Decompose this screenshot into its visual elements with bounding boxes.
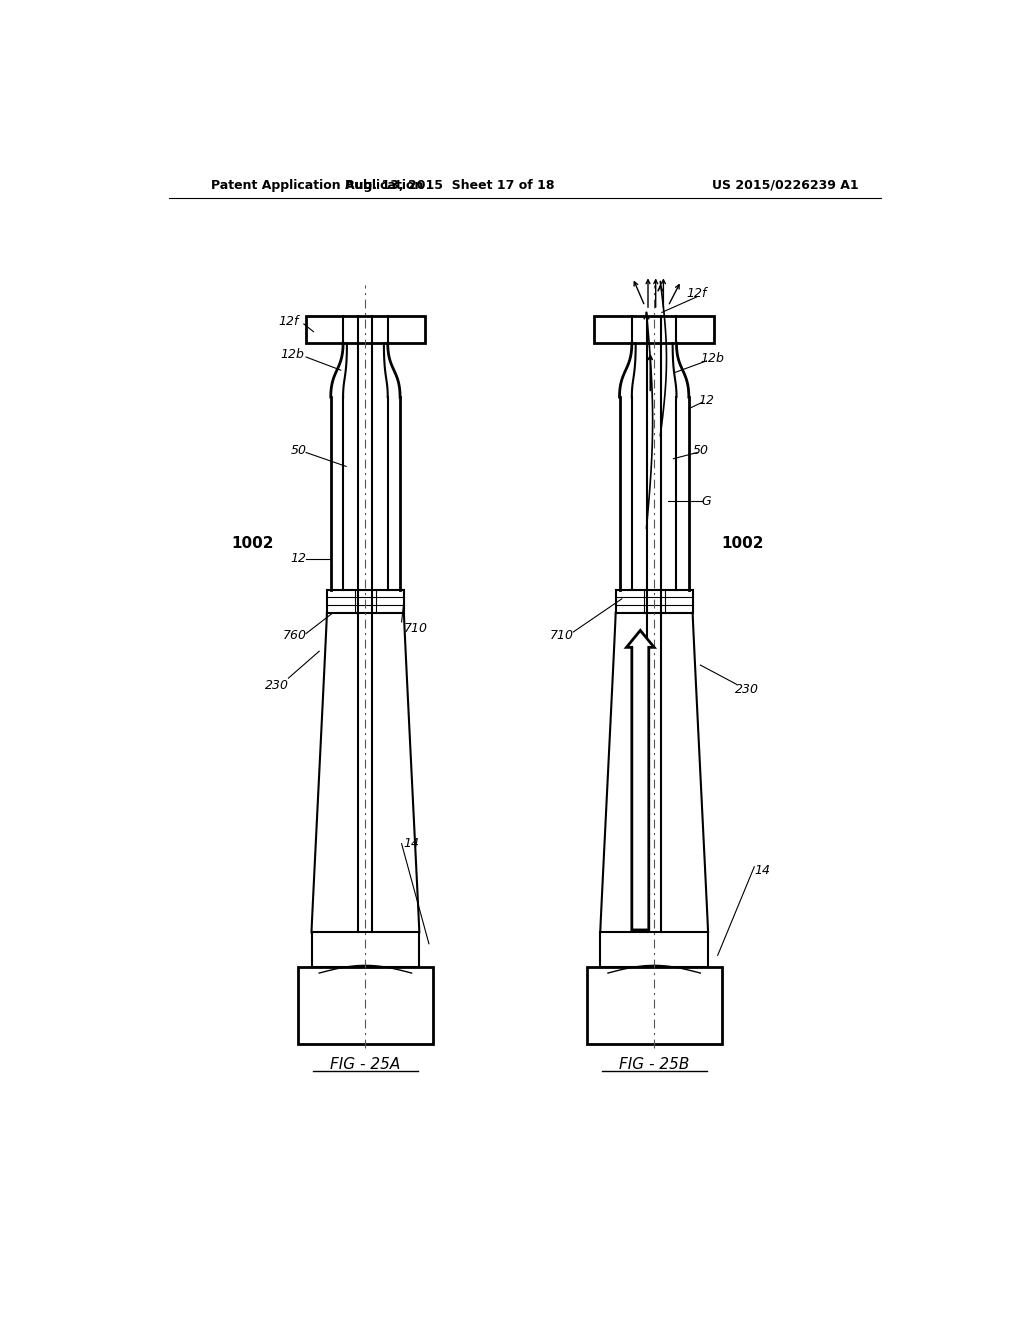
Text: 12: 12 — [698, 395, 715, 408]
Bar — [306, 317, 425, 343]
Bar — [587, 966, 722, 1044]
Text: 12f: 12f — [686, 286, 707, 300]
Text: 12f: 12f — [279, 315, 299, 329]
Bar — [311, 932, 419, 966]
Text: 230: 230 — [265, 680, 289, 693]
Text: US 2015/0226239 A1: US 2015/0226239 A1 — [712, 178, 858, 191]
Text: G: G — [701, 495, 712, 508]
Text: 14: 14 — [754, 865, 770, 878]
Text: 12b: 12b — [281, 348, 304, 362]
Text: 12: 12 — [291, 552, 306, 565]
FancyArrow shape — [627, 631, 654, 929]
Text: 710: 710 — [403, 622, 427, 635]
Text: 50: 50 — [692, 445, 709, 458]
Text: 50: 50 — [291, 445, 306, 458]
Bar — [327, 590, 403, 612]
Bar — [595, 317, 714, 343]
Bar — [600, 932, 708, 966]
Text: Aug. 13, 2015  Sheet 17 of 18: Aug. 13, 2015 Sheet 17 of 18 — [345, 178, 555, 191]
Text: Patent Application Publication: Patent Application Publication — [211, 178, 424, 191]
Bar — [615, 590, 692, 612]
Text: 230: 230 — [734, 684, 759, 696]
Bar — [298, 966, 433, 1044]
Text: 710: 710 — [550, 630, 573, 643]
Text: 1002: 1002 — [231, 536, 273, 550]
Text: 760: 760 — [283, 630, 306, 643]
Text: FIG - 25A: FIG - 25A — [331, 1057, 400, 1072]
Text: 14: 14 — [403, 837, 420, 850]
Text: 12b: 12b — [700, 352, 724, 366]
Text: FIG - 25B: FIG - 25B — [618, 1057, 689, 1072]
Text: 1002: 1002 — [722, 536, 764, 550]
